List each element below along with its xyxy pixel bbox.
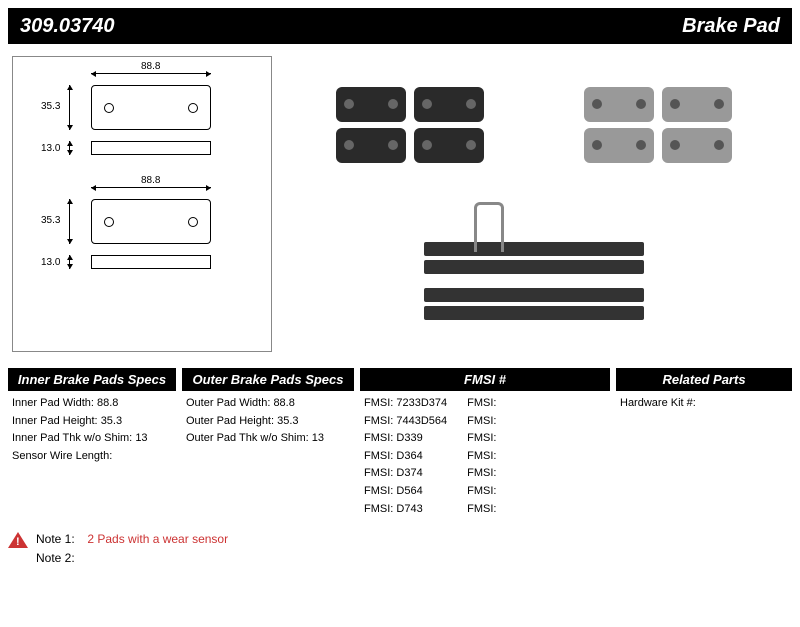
- fmsi-body: FMSI: 7233D374 FMSI: 7443D564 FMSI: D339…: [360, 391, 610, 522]
- note-1: Note 1: 2 Pads with a wear sensor: [36, 530, 228, 549]
- pad-hole: [104, 217, 114, 227]
- side-bar: [424, 288, 644, 302]
- inner-pad-outline: [91, 85, 211, 130]
- fmsi-line: FMSI:: [467, 465, 496, 483]
- related-body: Hardware Kit #:: [616, 391, 792, 417]
- header-bar: 309.03740 Brake Pad: [8, 8, 792, 44]
- spec-line: Inner Pad Thk w/o Shim: 13: [12, 430, 172, 448]
- fmsi-line: FMSI:: [467, 483, 496, 501]
- product-type: Brake Pad: [682, 15, 780, 38]
- inner-pad-side: [91, 141, 211, 155]
- brake-pad-image: [584, 128, 654, 163]
- dim-arrow: [69, 85, 70, 130]
- fmsi-line: FMSI:: [467, 395, 496, 413]
- spec-line: Hardware Kit #:: [620, 395, 788, 413]
- product-images: [276, 52, 792, 356]
- inner-specs-title: Inner Brake Pads Specs: [8, 368, 176, 391]
- fmsi-block: FMSI # FMSI: 7233D374 FMSI: 7443D564 FMS…: [360, 368, 610, 522]
- dim-arrow: [91, 73, 211, 74]
- dim-arrow: [91, 187, 211, 188]
- pad-side-view: [424, 242, 644, 322]
- inner-specs-body: Inner Pad Width: 88.8 Inner Pad Height: …: [8, 391, 176, 469]
- fmsi-line: FMSI:: [467, 430, 496, 448]
- pad-set-dark: [336, 87, 484, 163]
- spec-line: Outer Pad Height: 35.3: [186, 413, 350, 431]
- pad-set-light: [584, 87, 732, 163]
- dim-arrow: [69, 141, 70, 155]
- pad-hole: [104, 103, 114, 113]
- fmsi-line: FMSI: D364: [364, 448, 447, 466]
- fmsi-title: FMSI #: [360, 368, 610, 391]
- spec-line: Inner Pad Height: 35.3: [12, 413, 172, 431]
- brake-pad-image: [584, 87, 654, 122]
- pad-hole: [188, 103, 198, 113]
- fmsi-line: FMSI: D374: [364, 465, 447, 483]
- fmsi-line: FMSI: 7443D564: [364, 413, 447, 431]
- fmsi-line: FMSI: D743: [364, 501, 447, 519]
- fmsi-col2: FMSI: FMSI: FMSI: FMSI: FMSI: FMSI: FMSI…: [467, 395, 496, 518]
- brake-pad-image: [414, 87, 484, 122]
- related-block: Related Parts Hardware Kit #:: [616, 368, 792, 522]
- inner-specs-block: Inner Brake Pads Specs Inner Pad Width: …: [8, 368, 176, 522]
- notes-section: Note 1: 2 Pads with a wear sensor Note 2…: [8, 530, 792, 568]
- specs-row: Inner Brake Pads Specs Inner Pad Width: …: [8, 368, 792, 522]
- dim-arrow: [69, 199, 70, 244]
- pad-hole: [188, 217, 198, 227]
- brake-pad-image: [336, 128, 406, 163]
- outer-pad-outline: [91, 199, 211, 244]
- spec-line: Outer Pad Thk w/o Shim: 13: [186, 430, 350, 448]
- fmsi-line: FMSI:: [467, 413, 496, 431]
- fmsi-col1: FMSI: 7233D374 FMSI: 7443D564 FMSI: D339…: [364, 395, 447, 518]
- outer-specs-body: Outer Pad Width: 88.8 Outer Pad Height: …: [182, 391, 354, 452]
- dim-outer-width: 88.8: [141, 175, 160, 186]
- spec-line: Sensor Wire Length:: [12, 448, 172, 466]
- outer-specs-block: Outer Brake Pads Specs Outer Pad Width: …: [182, 368, 354, 522]
- fmsi-line: FMSI: 7233D374: [364, 395, 447, 413]
- outer-pad-side: [91, 255, 211, 269]
- note-2: Note 2:: [36, 549, 228, 568]
- side-bar: [424, 242, 644, 256]
- outer-specs-title: Outer Brake Pads Specs: [182, 368, 354, 391]
- sensor-bracket: [474, 202, 504, 252]
- side-bar: [424, 260, 644, 274]
- notes-text: Note 1: 2 Pads with a wear sensor Note 2…: [36, 530, 228, 568]
- fmsi-line: FMSI: D339: [364, 430, 447, 448]
- dim-outer-thk: 13.0: [41, 257, 60, 268]
- spec-line: Outer Pad Width: 88.8: [186, 395, 350, 413]
- dim-inner-height: 35.3: [41, 101, 60, 112]
- dim-inner-thk: 13.0: [41, 143, 60, 154]
- dim-outer-height: 35.3: [41, 215, 60, 226]
- side-bar: [424, 306, 644, 320]
- technical-drawing: 88.8 35.3 13.0 88.8 35.3 13.0: [12, 56, 272, 352]
- fmsi-line: FMSI:: [467, 501, 496, 519]
- brake-pad-image: [662, 87, 732, 122]
- related-title: Related Parts: [616, 368, 792, 391]
- dim-inner-width: 88.8: [141, 61, 160, 72]
- warning-icon: [8, 532, 28, 548]
- brake-pad-image: [336, 87, 406, 122]
- part-number: 309.03740: [20, 15, 115, 38]
- spec-line: Inner Pad Width: 88.8: [12, 395, 172, 413]
- brake-pad-image: [414, 128, 484, 163]
- diagram-area: 88.8 35.3 13.0 88.8 35.3 13.0: [0, 44, 800, 364]
- dim-arrow: [69, 255, 70, 269]
- brake-pad-image: [662, 128, 732, 163]
- fmsi-line: FMSI: D564: [364, 483, 447, 501]
- fmsi-line: FMSI:: [467, 448, 496, 466]
